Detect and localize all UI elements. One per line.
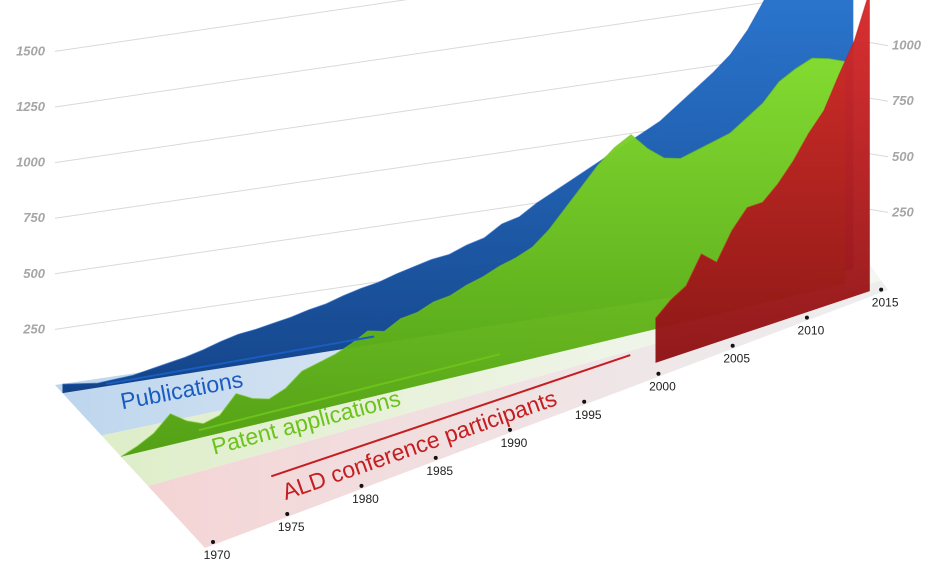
x-tick-dot — [433, 455, 438, 460]
floor-band — [148, 280, 888, 548]
y-tick-label-left: 1500 — [16, 43, 46, 58]
y-tick-label-right: 750 — [892, 93, 914, 108]
series-label-underline — [105, 335, 375, 385]
x-axis: 1970 1975 1980 1985 1990 1995 2000 2005 2010 2015 — [204, 287, 899, 562]
x-tick-dot — [582, 399, 587, 404]
x-tick-dot — [804, 315, 809, 320]
y-tick-label-right: 250 — [891, 204, 914, 219]
series-edge — [120, 57, 846, 458]
x-tick-label: 1970 — [204, 548, 231, 562]
x-tick-label: 2010 — [798, 324, 825, 338]
x-tick-label: 1990 — [501, 436, 528, 450]
series-edge — [62, 0, 766, 385]
x-tick-dot — [656, 371, 661, 376]
y-tick-label-left: 500 — [23, 266, 45, 281]
series-label-underline — [198, 353, 501, 432]
y-tick-label-right: 1000 — [892, 38, 922, 53]
x-tick-dot — [359, 483, 364, 488]
series-edge — [655, 0, 868, 319]
ald-participants-area — [655, 0, 870, 363]
x-tick-label: 1985 — [426, 464, 453, 478]
x-tick-label: 1995 — [575, 408, 602, 422]
series-layer — [62, 0, 870, 458]
x-tick-label: 2015 — [872, 296, 899, 310]
y-tick-label-left: 1000 — [16, 155, 46, 170]
grid-line — [54, 0, 408, 52]
x-tick-label: 1975 — [278, 520, 305, 534]
x-tick-dot — [285, 511, 290, 516]
grid-line — [869, 97, 889, 102]
y-tick-label-left: 250 — [22, 321, 45, 336]
y-tick-label-left: 1250 — [16, 99, 46, 114]
x-tick-dot — [730, 343, 735, 348]
y-tick-label-right: 500 — [892, 149, 914, 164]
series-label-underline — [270, 354, 631, 478]
grid-line — [869, 153, 889, 158]
x-tick-label: 2005 — [723, 352, 750, 366]
x-tick-label: 2000 — [649, 380, 676, 394]
y-axis-left: 250 500 750 1000 1250 1500 — [16, 43, 46, 336]
grid-line — [54, 0, 786, 108]
x-tick-dot — [507, 427, 512, 432]
grid-line — [869, 42, 889, 47]
x-tick-dot — [211, 540, 215, 544]
x-tick-dot — [879, 287, 884, 292]
x-tick-label: 1980 — [352, 492, 379, 506]
grid-line — [869, 208, 889, 213]
y-tick-label-left: 750 — [23, 210, 45, 225]
